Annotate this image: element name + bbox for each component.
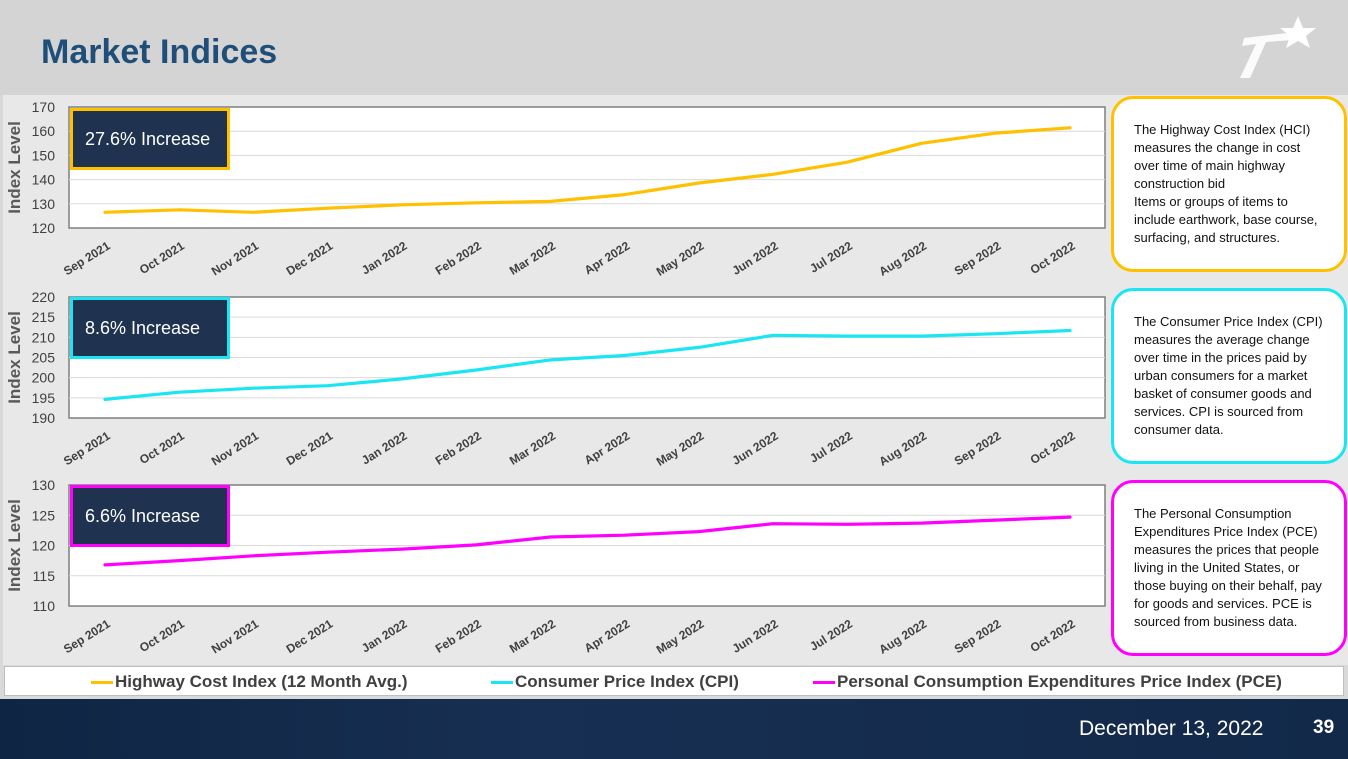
- pce-xtick-label: Mar 2022: [507, 617, 558, 656]
- pce-xtick-label: Sep 2021: [61, 617, 113, 657]
- cpi-chart: 190 195 200 205 210 215 220 Index Level Sep 2021…: [5, 289, 1106, 469]
- pce-xtick-label: Aug 2022: [876, 617, 929, 657]
- hci-xtick-label: Aug 2022: [876, 239, 929, 279]
- page-title: Market Indices: [41, 33, 278, 71]
- cpi-description-text: The Consumer Price Index (CPI) measures …: [1134, 314, 1323, 437]
- legend-label-hci: Highway Cost Index (12 Month Avg.): [115, 672, 408, 691]
- hci-series-line: [103, 126, 1072, 214]
- hci-xtick-label: Oct 2022: [1028, 239, 1078, 278]
- hci-xtick-label: Jun 2022: [730, 239, 781, 278]
- legend-swatch-cpi: [491, 680, 513, 684]
- cpi-ytick-label: 200: [32, 370, 56, 386]
- pce-ytick-label: 125: [32, 507, 56, 523]
- pce-increase-badge: 6.6% Increase: [70, 485, 230, 547]
- hci-ytick-label: 170: [32, 99, 56, 115]
- cpi-ytick-label: 220: [32, 289, 56, 305]
- cpi-series-line: [103, 328, 1072, 402]
- cpi-xtick-label: Apr 2022: [582, 429, 633, 468]
- cpi-xtick-label: Jul 2022: [807, 429, 855, 466]
- pce-xtick-label: Jul 2022: [807, 617, 855, 654]
- legend-swatch-pce: [813, 680, 835, 684]
- pce-xtick-label: Sep 2022: [952, 617, 1004, 657]
- cpi-xtick-label: Dec 2021: [284, 429, 336, 469]
- hci-description-text-2: Items or groups of items to include eart…: [1134, 194, 1318, 245]
- cpi-ytick-label: 195: [32, 390, 56, 406]
- cpi-xtick-label: Sep 2022: [952, 429, 1004, 469]
- cpi-xtick-label: Nov 2021: [209, 429, 261, 469]
- page-number: 39: [1313, 717, 1335, 738]
- hci-xtick-label: Apr 2022: [582, 239, 633, 278]
- pce-xtick-label: Oct 2021: [137, 617, 187, 656]
- pce-y-axis-label: Index Level: [5, 499, 24, 592]
- hci-ytick-label: 140: [32, 172, 56, 188]
- cpi-xtick-label: Jun 2022: [730, 429, 781, 468]
- slide-footer: [0, 699, 1348, 759]
- hci-xtick-label: Nov 2021: [209, 239, 261, 279]
- hci-description: The Highway Cost Index (HCI) measures th…: [1111, 96, 1347, 272]
- pce-xtick-label: Feb 2022: [433, 617, 484, 656]
- cpi-xtick-label: Feb 2022: [433, 429, 484, 468]
- legend-label-pce: Personal Consumption Expenditures Price …: [837, 672, 1282, 691]
- hci-xtick-label: Sep 2022: [952, 239, 1004, 279]
- chart-legend: Highway Cost Index (12 Month Avg.) Consu…: [4, 666, 1344, 696]
- cpi-ytick-label: 190: [32, 410, 56, 426]
- cpi-description: The Consumer Price Index (CPI) measures …: [1111, 288, 1347, 464]
- cpi-ytick-label: 205: [32, 350, 56, 366]
- pce-ytick-label: 115: [33, 568, 56, 584]
- cpi-increase-badge: 8.6% Increase: [70, 297, 230, 359]
- slide-header: Market Indices: [0, 0, 1348, 95]
- pce-ytick-label: 130: [32, 477, 56, 493]
- footer-date: December 13, 2022: [1079, 717, 1264, 740]
- hci-xtick-label: Mar 2022: [507, 239, 558, 278]
- hci-y-axis-label: Index Level: [5, 121, 24, 214]
- legend-item-hci: Highway Cost Index (12 Month Avg.): [91, 672, 407, 692]
- hci-xtick-label: Sep 2021: [61, 239, 113, 279]
- hci-ytick-label: 150: [32, 147, 56, 163]
- pce-xtick-label: Jun 2022: [730, 617, 781, 656]
- pce-xtick-label: May 2022: [654, 616, 707, 656]
- hci-xtick-label: Jul 2022: [807, 239, 855, 276]
- cpi-xtick-label: Mar 2022: [507, 429, 558, 468]
- cpi-xtick-label: Oct 2022: [1028, 429, 1078, 468]
- pce-description: The Personal Consumption Expenditures Pr…: [1111, 480, 1347, 656]
- pce-xtick-label: Jan 2022: [359, 617, 410, 656]
- hci-ytick-label: 160: [32, 123, 56, 139]
- hci-chart: 120 130 140 150 160 170 Index Level Sep 2021 Oct…: [5, 99, 1106, 279]
- cpi-ytick-label: 210: [32, 329, 56, 345]
- legend-item-pce: Personal Consumption Expenditures Price …: [813, 672, 1282, 692]
- hci-ytick-label: 130: [32, 196, 56, 212]
- pce-xtick-label: Oct 2022: [1028, 617, 1078, 656]
- cpi-xtick-label: May 2022: [654, 428, 707, 468]
- pce-chart: 110 115 120 125 130 Index Level Sep 2021 Oct 20…: [5, 477, 1106, 657]
- pce-ytick-label: 120: [32, 538, 56, 554]
- cpi-y-axis-label: Index Level: [5, 311, 24, 404]
- hci-xtick-label: May 2022: [654, 238, 707, 278]
- hci-xtick-label: Oct 2021: [137, 239, 187, 278]
- hci-ytick-label: 120: [32, 220, 56, 236]
- hci-increase-badge: 27.6% Increase: [70, 108, 230, 170]
- cpi-xtick-label: Jan 2022: [359, 429, 410, 468]
- cpi-xtick-label: Aug 2022: [876, 429, 929, 469]
- hci-description-text-1: The Highway Cost Index (HCI) measures th…: [1134, 122, 1311, 191]
- pce-xtick-label: Nov 2021: [209, 617, 261, 657]
- pce-xtick-label: Dec 2021: [284, 617, 336, 657]
- legend-label-cpi: Consumer Price Index (CPI): [515, 672, 739, 691]
- cpi-xtick-label: Oct 2021: [137, 429, 187, 468]
- hci-xtick-label: Dec 2021: [284, 239, 336, 279]
- hci-xtick-label: Jan 2022: [359, 239, 410, 278]
- pce-ytick-label: 110: [33, 598, 56, 614]
- cpi-ytick-label: 215: [32, 309, 56, 325]
- agency-logo: [1240, 16, 1316, 78]
- pce-description-text: The Personal Consumption Expenditures Pr…: [1134, 506, 1322, 629]
- hci-plot-area: [68, 106, 1106, 229]
- cpi-xtick-label: Sep 2021: [61, 429, 113, 469]
- pce-series-line: [103, 515, 1072, 567]
- legend-swatch-hci: [91, 680, 113, 684]
- hci-xtick-label: Feb 2022: [433, 239, 484, 278]
- pce-xtick-label: Apr 2022: [582, 617, 633, 656]
- legend-item-cpi: Consumer Price Index (CPI): [491, 672, 739, 692]
